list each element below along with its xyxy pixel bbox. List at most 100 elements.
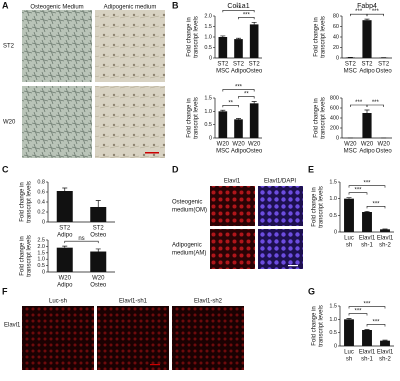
y-tick-label: 0 — [334, 229, 337, 235]
x-tick-label: sh-2 — [379, 357, 391, 363]
panel-letter: G — [308, 286, 315, 296]
bar — [90, 251, 107, 272]
y-axis-label: transcript levels — [319, 305, 325, 347]
y-axis-label: transcript levels — [321, 97, 327, 139]
y-tick-label: 2.0 — [204, 13, 212, 19]
bar — [362, 20, 372, 58]
column-label: Elavl1-sh2 — [194, 299, 223, 305]
x-tick-label: Adipo — [231, 149, 247, 155]
bar — [56, 191, 73, 222]
bar — [249, 24, 259, 58]
x-tick-label: sh — [346, 357, 352, 363]
x-tick-label: W20 — [361, 142, 374, 148]
y-axis-label: transcript levels — [321, 16, 327, 58]
y-axis-label: transcript levels — [194, 16, 200, 58]
x-tick-label: ST2 — [249, 62, 261, 68]
x-tick-label: sh-1 — [361, 243, 373, 249]
micrograph — [258, 229, 303, 269]
bar — [344, 319, 354, 346]
micrograph — [22, 86, 92, 158]
y-tick-label: 0.5 — [37, 263, 45, 269]
y-tick-label: 40 — [333, 34, 339, 40]
x-tick-label: ST2 — [233, 62, 245, 68]
bar — [234, 119, 243, 138]
error-bar — [364, 109, 370, 113]
significance-label: *** — [355, 100, 363, 106]
y-tick-label: 200 — [330, 125, 339, 131]
significance-label: *** — [355, 9, 363, 15]
error-bar — [251, 101, 257, 104]
error-bar — [364, 18, 370, 21]
y-tick-label: 1.5 — [204, 24, 212, 30]
x-tick-label: Adipo — [359, 149, 375, 155]
x-tick-label: MSC — [216, 69, 230, 75]
y-tick-label: 0 — [42, 219, 45, 225]
error-bar — [251, 21, 257, 25]
column-label: Luc-sh — [49, 299, 67, 305]
bar — [380, 340, 390, 346]
x-tick-label: Elavl1 — [377, 350, 394, 356]
significance-bracket — [366, 104, 384, 107]
significance-label: *** — [372, 201, 380, 207]
x-tick-label: Elavl1 — [359, 350, 376, 356]
column-label: Elavl1/DAPI — [264, 179, 296, 185]
significance-label: *** — [354, 188, 362, 194]
column-label: Elavl1 — [224, 179, 241, 185]
micrograph — [95, 10, 165, 82]
error-bar — [236, 37, 241, 40]
y-tick-label: 0.5 — [329, 330, 337, 336]
bar — [380, 229, 390, 232]
x-tick-label: MSC — [344, 69, 358, 75]
y-tick-label: 0.6 — [37, 189, 45, 195]
x-tick-label: W20 — [59, 276, 72, 282]
y-axis-label: transcript levels — [194, 97, 200, 139]
error-bar — [382, 339, 388, 341]
x-tick-label: Osteo — [246, 149, 263, 155]
significance-bracket — [222, 10, 255, 13]
y-tick-label: 2.5 — [37, 237, 45, 243]
significance-bracket — [222, 104, 239, 108]
y-axis-label: transcript levels — [27, 235, 33, 277]
x-tick-label: MSC — [216, 149, 230, 155]
error-bar — [220, 109, 226, 112]
y-tick-label: 0.5 — [204, 45, 212, 51]
panel-letter: F — [2, 286, 8, 296]
x-tick-label: ST2 — [345, 62, 357, 68]
y-tick-label: 1.5 — [329, 179, 337, 185]
significance-bracket — [366, 324, 386, 327]
panel-letter: C — [2, 164, 9, 174]
x-tick-label: W20 — [344, 142, 357, 148]
y-tick-label: 1.5 — [329, 303, 337, 309]
y-tick-label: 0.5 — [204, 122, 212, 128]
x-tick-label: Adipo — [57, 283, 73, 289]
y-tick-label: 600 — [330, 105, 339, 111]
y-tick-label: 20 — [333, 45, 339, 51]
y-tick-label: 1.5 — [204, 95, 212, 101]
error-bar — [364, 329, 370, 330]
y-tick-label: 1.0 — [329, 196, 337, 202]
row-label: Osteogenic — [172, 200, 202, 206]
y-tick-label: 2.0 — [37, 244, 45, 250]
column-label: Elavl1-sh1 — [119, 299, 148, 305]
y-axis-label: Fold change in — [312, 187, 318, 226]
significance-label: ** — [244, 92, 249, 98]
error-bar — [364, 210, 370, 212]
scale-bar — [288, 265, 298, 267]
column-label: Adipogenic medium — [104, 5, 157, 11]
panel-letter: B — [172, 0, 179, 10]
y-tick-label: 0.8 — [37, 179, 45, 185]
y-tick-label: 1.5 — [37, 250, 45, 256]
significance-label: *** — [363, 302, 371, 308]
row-label: medium(OM) — [172, 208, 207, 214]
x-tick-label: W20 — [92, 276, 105, 282]
x-tick-label: ST2 — [59, 226, 71, 232]
y-tick-label: 0 — [336, 55, 339, 61]
significance-label: *** — [363, 181, 371, 187]
chart-title: Col1a1 — [227, 3, 249, 10]
significance-label: *** — [372, 9, 380, 15]
y-axis-label: Fold change in — [187, 17, 193, 56]
significance-bracket — [366, 206, 386, 209]
x-tick-label: ST2 — [217, 62, 229, 68]
bar — [362, 113, 372, 138]
y-tick-label: 0 — [209, 135, 212, 141]
